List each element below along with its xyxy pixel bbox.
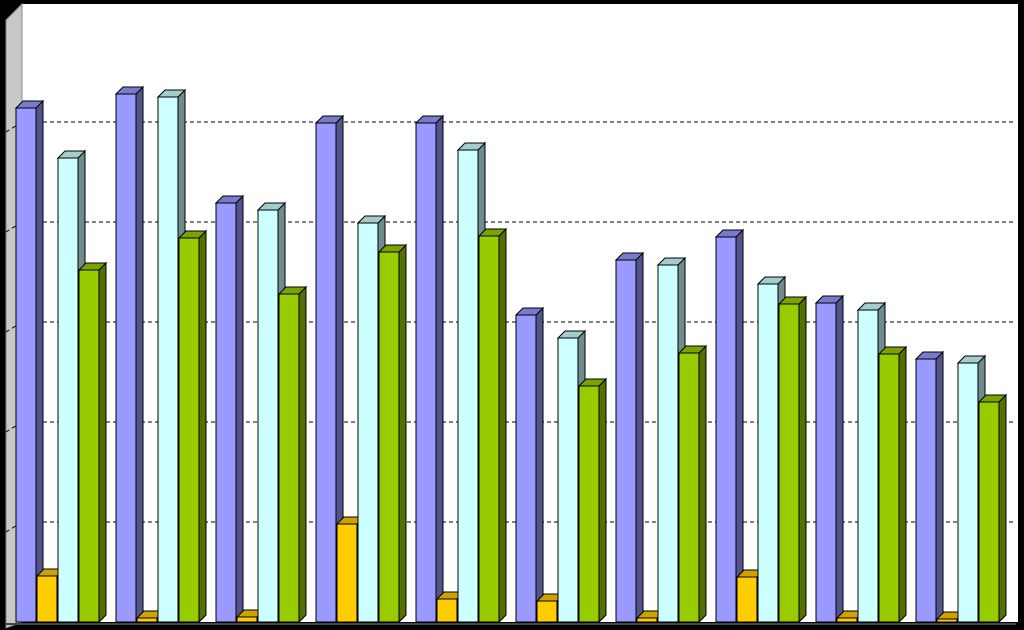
bar-front	[136, 617, 158, 623]
bar-front	[36, 575, 58, 623]
bar-front	[178, 237, 200, 623]
bar-front	[557, 337, 579, 623]
bar-front	[257, 209, 279, 623]
bar-front	[478, 235, 500, 623]
bar-front	[436, 598, 458, 623]
bar-side	[298, 285, 307, 624]
bar-front	[157, 96, 179, 623]
bar-side	[598, 377, 607, 624]
bar-side	[735, 228, 744, 624]
bar-front	[215, 202, 237, 623]
bar-front	[657, 264, 679, 623]
bar-front	[878, 353, 900, 623]
bar	[677, 344, 708, 624]
bar-front	[378, 251, 400, 623]
bar-front	[78, 269, 100, 623]
bar-side	[35, 99, 44, 624]
bar	[814, 294, 845, 624]
bar	[114, 85, 145, 624]
bar-side	[835, 294, 844, 624]
bar-front	[757, 283, 779, 623]
bar	[14, 99, 45, 624]
bar	[377, 243, 408, 624]
bar-front	[678, 352, 700, 623]
bar-side	[235, 194, 244, 624]
bar-front	[957, 362, 979, 623]
bar	[177, 229, 208, 624]
bar	[414, 114, 445, 624]
bar-front	[936, 618, 958, 623]
bar-side	[535, 306, 544, 624]
bar-side	[98, 261, 107, 624]
bar-front	[836, 617, 858, 623]
bar-side	[135, 85, 144, 624]
bar	[614, 251, 645, 624]
bar-front	[415, 122, 437, 623]
bar-front	[15, 107, 37, 623]
bar-side	[635, 251, 644, 624]
bar-side	[498, 227, 507, 624]
bar-front	[715, 236, 737, 623]
bar	[977, 393, 1008, 624]
bar	[277, 285, 308, 624]
bar-front	[357, 222, 379, 623]
bar	[577, 377, 608, 624]
bar-front	[57, 157, 79, 623]
bar	[714, 228, 745, 624]
bar-front	[978, 401, 1000, 623]
bar-side	[398, 243, 407, 624]
bar	[314, 114, 345, 624]
bar-side	[698, 344, 707, 624]
bar	[877, 345, 908, 624]
bar-front	[315, 122, 337, 623]
bar-front	[536, 600, 558, 623]
bar-side	[935, 350, 944, 624]
bar	[514, 306, 545, 624]
bar	[77, 261, 108, 624]
bar-front	[236, 616, 258, 623]
bar-front	[615, 259, 637, 623]
bar-front	[278, 293, 300, 623]
bar-side	[898, 345, 907, 624]
bar-front	[636, 617, 658, 623]
bar-side	[198, 229, 207, 624]
bar-front	[857, 309, 879, 623]
bar-front	[815, 302, 837, 623]
bar	[777, 295, 808, 624]
bar	[214, 194, 245, 624]
bar-front	[457, 149, 479, 623]
bar	[477, 227, 508, 624]
bars	[14, 85, 1008, 624]
bar-front	[736, 576, 758, 623]
bar-front	[115, 93, 137, 623]
bar	[914, 350, 945, 624]
bar-front	[515, 314, 537, 623]
bar-front	[778, 303, 800, 623]
bar-side	[798, 295, 807, 624]
bar-side	[435, 114, 444, 624]
bar-front	[915, 358, 937, 623]
bar-side	[998, 393, 1007, 624]
bar-front	[336, 523, 358, 623]
bar-front	[578, 385, 600, 623]
